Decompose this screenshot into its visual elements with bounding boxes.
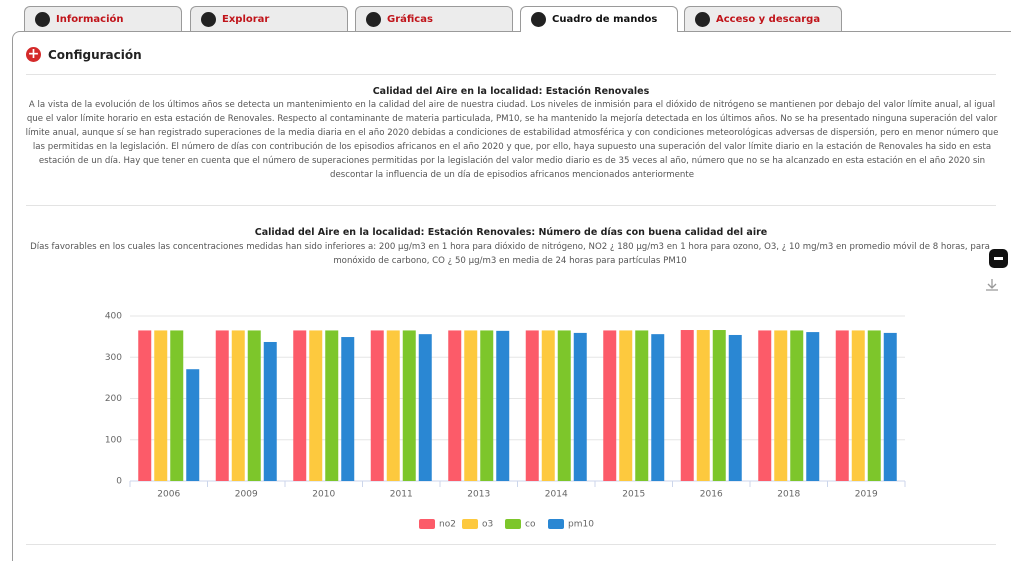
legend-swatch <box>548 519 564 529</box>
tab-icon <box>201 11 216 27</box>
config-toggle[interactable]: + Configuración <box>26 47 142 62</box>
bar <box>651 334 665 481</box>
bar <box>790 330 804 481</box>
x-tick-label: 2006 <box>157 490 180 500</box>
bar <box>573 332 587 481</box>
bar <box>867 330 881 481</box>
tab-label: Gráficas <box>387 13 433 25</box>
tab-label: Información <box>56 13 124 25</box>
bar <box>448 330 462 481</box>
download-icon[interactable] <box>984 277 1000 293</box>
bar <box>680 330 694 481</box>
bar <box>215 330 229 481</box>
bar <box>293 330 307 481</box>
panel <box>12 31 1011 561</box>
bar <box>154 330 168 481</box>
y-tick-label: 100 <box>105 435 122 445</box>
plus-icon: + <box>26 46 41 62</box>
x-tick-label: 2011 <box>390 490 413 500</box>
y-tick-label: 0 <box>116 477 122 487</box>
bar <box>774 330 788 481</box>
bar <box>402 330 416 481</box>
bar <box>696 330 710 481</box>
tab[interactable]: Información <box>24 6 182 31</box>
tab-icon <box>695 11 710 27</box>
legend-swatch <box>462 519 478 529</box>
y-tick-label: 200 <box>105 394 122 404</box>
y-tick-label: 400 <box>105 312 122 322</box>
report-text: A la vista de la evolución de los último… <box>25 100 999 180</box>
tab-icon <box>35 11 50 27</box>
legend-swatch <box>505 519 521 529</box>
bar <box>231 330 245 481</box>
y-tick-label: 300 <box>105 353 122 363</box>
bar <box>386 330 400 481</box>
tab-icon <box>531 12 546 27</box>
chart: 0 100 200 300 400 2006 2009 2010 2011 2013 2014 201… <box>105 312 906 530</box>
bar <box>480 330 494 481</box>
tab-label: Acceso y descarga <box>716 13 821 25</box>
bar <box>418 334 432 481</box>
bar <box>557 330 571 481</box>
bar <box>728 334 742 481</box>
bar <box>835 330 849 481</box>
report-title: Calidad del Aire en la localidad: Estaci… <box>372 86 650 97</box>
bar <box>541 330 555 481</box>
legend-swatch <box>419 519 435 529</box>
collapse-button[interactable] <box>989 249 1008 268</box>
x-tick-label: 2018 <box>777 490 800 500</box>
tab-label: Explorar <box>222 13 270 25</box>
tab-label: Cuadro de mandos <box>552 14 658 25</box>
tab-icon <box>366 11 381 27</box>
bar <box>186 369 200 481</box>
bar <box>341 337 355 481</box>
tab[interactable]: Acceso y descarga <box>684 6 842 31</box>
bar <box>883 332 897 481</box>
x-tick-label: 2009 <box>235 490 258 500</box>
chart-subtitle: Días favorables en los cuales las concen… <box>30 242 990 266</box>
x-tick-label: 2019 <box>855 490 878 500</box>
bar <box>496 330 510 481</box>
bar <box>138 330 152 481</box>
bar <box>806 332 820 481</box>
x-tick-label: 2010 <box>312 490 335 500</box>
bar <box>712 330 726 481</box>
bar <box>464 330 478 481</box>
separator <box>26 544 996 545</box>
x-tick-label: 2014 <box>545 490 568 500</box>
tab[interactable]: Cuadro de mandos <box>520 6 678 32</box>
bar <box>619 330 633 481</box>
page: Información Explorar Gráficas Cuadro de … <box>12 6 1011 561</box>
bar <box>851 330 865 481</box>
bar <box>603 330 617 481</box>
chart-title: Calidad del Aire en la localidad: Estaci… <box>254 227 768 238</box>
separator <box>26 205 996 206</box>
bar <box>309 330 323 481</box>
bar <box>247 330 261 481</box>
bar <box>263 341 277 481</box>
config-title: Configuración <box>48 47 142 62</box>
bar <box>635 330 649 481</box>
x-tick-label: 2013 <box>467 490 490 500</box>
bar <box>758 330 772 481</box>
tab[interactable]: Explorar <box>190 6 348 31</box>
tab[interactable]: Gráficas <box>355 6 513 31</box>
x-tick-label: 2016 <box>700 490 723 500</box>
legend-label: co <box>525 520 536 530</box>
separator <box>26 74 996 75</box>
legend-label: o3 <box>482 520 493 530</box>
bar <box>170 330 184 481</box>
x-tick-label: 2015 <box>622 490 645 500</box>
bar <box>325 330 339 481</box>
bar <box>525 330 539 481</box>
legend-label: no2 <box>439 520 456 530</box>
bar <box>370 330 384 481</box>
legend-label: pm10 <box>568 520 594 530</box>
